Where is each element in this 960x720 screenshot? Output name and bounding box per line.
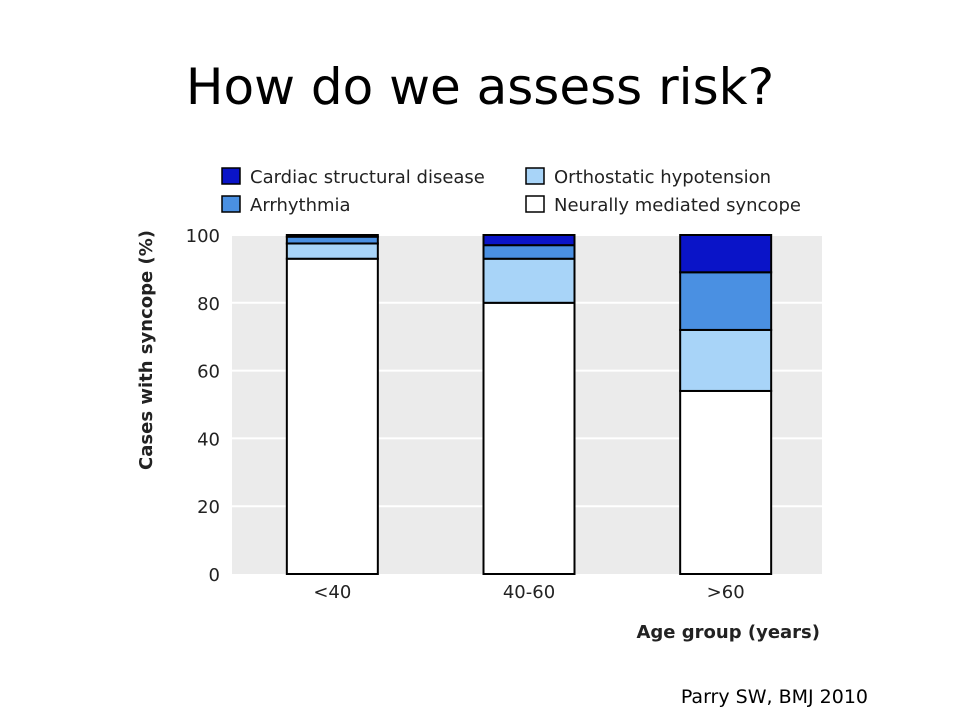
bar-segment: [482, 257, 576, 304]
legend-swatch: [525, 195, 545, 213]
bar-segment: [285, 257, 379, 575]
x-axis-label: Age group (years): [636, 622, 820, 643]
y-tick-label: 100: [186, 226, 220, 247]
bar-segment: [482, 234, 576, 247]
slide-title: How do we assess risk?: [185, 58, 775, 116]
bar-segment: [285, 242, 379, 260]
legend: Cardiac structural disease Orthostatic hy…: [221, 167, 801, 216]
x-axis-ticks: <40 40-60 >60: [313, 582, 744, 603]
y-tick-label: 0: [209, 565, 220, 586]
y-tick-label: 60: [197, 362, 220, 383]
bar-segment: [285, 234, 379, 238]
bars: [285, 234, 773, 575]
x-tick-label: <40: [313, 582, 351, 603]
y-axis-label: Cases with syncope (%): [136, 230, 157, 470]
citation: Parry SW, BMJ 2010: [680, 686, 868, 708]
bar-segment: [679, 389, 773, 575]
legend-label: Cardiac structural disease: [250, 167, 485, 188]
y-tick-label: 20: [197, 497, 220, 518]
legend-label: Neurally mediated syncope: [554, 195, 801, 216]
legend-swatch: [221, 167, 241, 185]
y-axis-ticks: 0 20 40 60 80 100: [186, 226, 220, 586]
legend-swatch: [525, 167, 545, 185]
legend-label: Arrhythmia: [250, 195, 351, 216]
bar-segment: [679, 271, 773, 331]
legend-swatch: [221, 195, 241, 213]
x-tick-label: 40-60: [503, 582, 555, 603]
x-tick-label: >60: [707, 582, 745, 603]
bar-segment: [285, 235, 379, 245]
legend-label: Orthostatic hypotension: [554, 167, 771, 188]
bar-segment: [679, 328, 773, 392]
bar-segment: [679, 234, 773, 274]
bar-segment: [482, 244, 576, 260]
y-tick-label: 80: [197, 294, 220, 315]
y-tick-label: 40: [197, 429, 220, 450]
bar-segment: [482, 301, 576, 575]
